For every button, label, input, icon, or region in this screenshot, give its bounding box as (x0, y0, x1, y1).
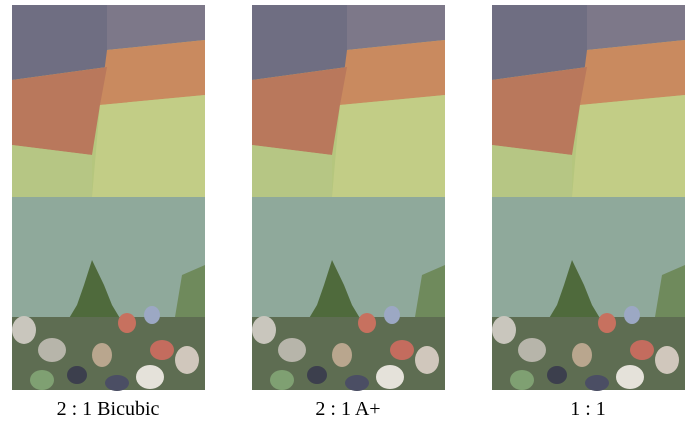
caption: 2 : 1 Bicubic (57, 398, 160, 420)
image-panel (12, 5, 205, 391)
caption: 2 : 1 A+ (315, 398, 380, 420)
image-panel (252, 5, 445, 391)
image-panel (492, 5, 685, 391)
figure: 2 : 1 Bicubic 2 : 1 A+ 1 : 1 (0, 0, 691, 421)
caption: 1 : 1 (570, 398, 606, 420)
page: 2 : 1 Bicubic 2 : 1 A+ 1 : 1 (() => { co… (0, 0, 691, 421)
